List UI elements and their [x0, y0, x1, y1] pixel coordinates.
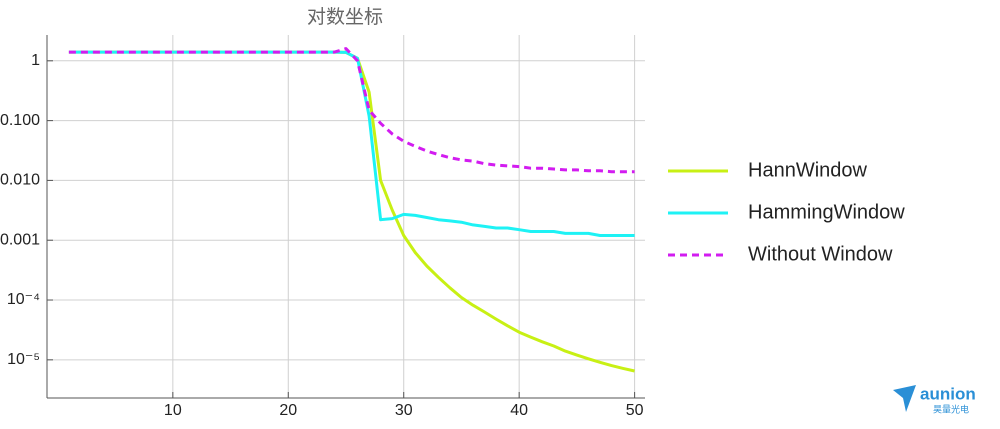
- x-tick-label: 30: [395, 402, 413, 419]
- y-tick-label: 0.100: [0, 112, 40, 129]
- legend-label: Without Window: [748, 243, 893, 265]
- brand-subtitle: 昊量光电: [933, 403, 969, 414]
- x-tick-label: 10: [164, 402, 182, 419]
- x-tick-label: 20: [279, 402, 297, 419]
- y-tick-label: 10⁻⁵: [7, 351, 40, 368]
- y-tick-label: 0.001: [0, 231, 40, 248]
- watermark: aunion 昊量光电: [893, 384, 976, 414]
- y-tick-label: 0.010: [0, 172, 40, 189]
- x-tick-label: 40: [510, 402, 528, 419]
- series-line: [68, 47, 635, 174]
- chart-title: 对数坐标: [307, 6, 383, 28]
- brand: aunion: [920, 384, 976, 403]
- logo-icon: [893, 385, 916, 412]
- y-tick-label: 10⁻⁴: [7, 291, 40, 308]
- series-line: [68, 50, 635, 237]
- x-tick-label: 50: [626, 402, 644, 419]
- legend-label: HammingWindow: [748, 201, 905, 223]
- legend-label: HannWindow: [748, 159, 868, 181]
- plot-area: [68, 47, 635, 373]
- series-line: [68, 50, 635, 373]
- y-tick-label: 1: [31, 52, 40, 69]
